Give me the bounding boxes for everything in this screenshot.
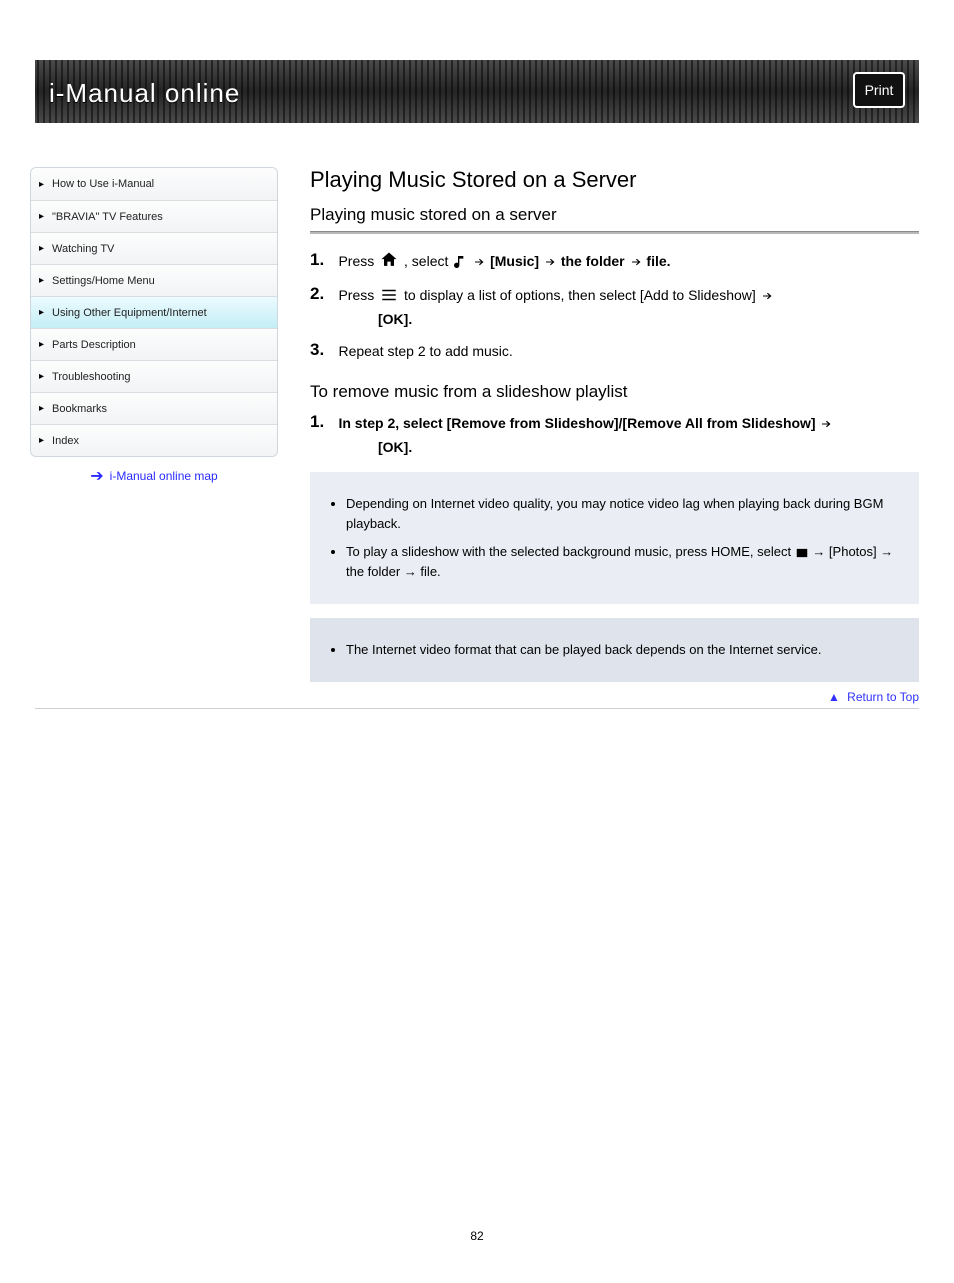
main-content: Playing Music Stored on a Server Playing… [310,167,919,682]
section-title-remove: To remove music from a slideshow playlis… [310,382,919,402]
step-number: 1. [310,412,334,432]
step-text: Repeat step 2 to add music. [338,343,512,359]
footer-rule [35,708,919,709]
note-item: The Internet video format that can be pl… [346,640,905,660]
sidebar-item-label: Index [52,435,79,447]
chevron-right-icon: ▸ [39,307,44,318]
chevron-right-icon: ▸ [39,275,44,286]
sidebar: ▸ How to Use i-Manual ▸ "BRAVIA" TV Feat… [30,167,278,457]
arrow-icon [543,252,557,274]
step-number: 1. [310,250,334,270]
print-button[interactable]: Print [853,72,905,108]
arrow-icon [760,286,774,308]
chevron-right-icon: ▸ [39,435,44,446]
sidebar-item-parts-description[interactable]: ▸ Parts Description [31,328,277,360]
arrow-right-icon: ➔ [90,466,103,486]
step-text: Press to display a list of options, then… [310,287,774,327]
sidebar-item-bravia-features[interactable]: ▸ "BRAVIA" TV Features [31,200,277,232]
home-icon [378,250,400,270]
photo-icon [795,546,809,560]
note-item: To play a slideshow with the selected ba… [346,542,905,582]
header-band: i-Manual online Print [35,60,919,123]
music-icon [452,254,468,270]
chevron-right-icon: ▸ [39,403,44,414]
sidebar-item-label: How to Use i-Manual [52,178,154,190]
return-to-top-label: Return to Top [847,690,919,704]
sidebar-item-label: Watching TV [52,243,114,255]
step-number: 2. [310,284,334,304]
chevron-right-icon: ▸ [39,179,44,190]
step-number: 3. [310,340,334,360]
note-box-2: The Internet video format that can be pl… [310,618,919,682]
sidebar-item-other-equipment[interactable]: ▸ Using Other Equipment/Internet [31,296,277,328]
arrow-icon [819,414,833,436]
chevron-right-icon: ▸ [39,339,44,350]
return-to-top-link[interactable]: ▲ Return to Top [0,690,919,704]
sidebar-item-label: Parts Description [52,339,136,351]
imanual-map-link[interactable]: ➔ i-Manual online map [30,463,278,489]
note-item: Depending on Internet video quality, you… [346,494,905,534]
step-2: 2. Press to display a list of options, t… [310,284,919,330]
sidebar-item-troubleshooting[interactable]: ▸ Troubleshooting [31,360,277,392]
options-icon [378,286,400,304]
sidebar-item-label: Troubleshooting [52,371,130,383]
arrow-icon [629,252,643,274]
sidebar-item-bookmarks[interactable]: ▸ Bookmarks [31,392,277,424]
sidebar-item-how-to-use[interactable]: ▸ How to Use i-Manual [31,168,277,200]
chevron-right-icon: ▸ [39,371,44,382]
step-3: 3. Repeat step 2 to add music. [310,340,919,362]
sidebar-item-watching-tv[interactable]: ▸ Watching TV [31,232,277,264]
remove-step-1: 1. In step 2, select [Remove from Slides… [310,412,919,458]
page-number: 82 [0,1229,954,1283]
manual-title: i-Manual online [49,78,240,109]
section-rule [310,231,919,234]
sidebar-item-label: Settings/Home Menu [52,275,155,287]
step-text: Press , select [Music] the f [338,253,670,269]
sidebar-item-label: Bookmarks [52,403,107,415]
step-text: In step 2, select [Remove from Slideshow… [310,415,833,455]
step-1: 1. Press , select [Music] [310,250,919,274]
section-title-playing: Playing music stored on a server [310,205,919,225]
ops-link-label: i-Manual online map [110,469,218,483]
sidebar-item-settings-home[interactable]: ▸ Settings/Home Menu [31,264,277,296]
chevron-right-icon: ▸ [39,211,44,222]
sidebar-item-label: Using Other Equipment/Internet [52,307,207,319]
triangle-up-icon: ▲ [828,690,840,704]
arrow-icon [472,252,486,274]
page-title: Playing Music Stored on a Server [310,167,919,193]
note-box-1: Depending on Internet video quality, you… [310,472,919,604]
chevron-right-icon: ▸ [39,243,44,254]
sidebar-item-label: "BRAVIA" TV Features [52,211,163,223]
sidebar-item-index[interactable]: ▸ Index [31,424,277,456]
